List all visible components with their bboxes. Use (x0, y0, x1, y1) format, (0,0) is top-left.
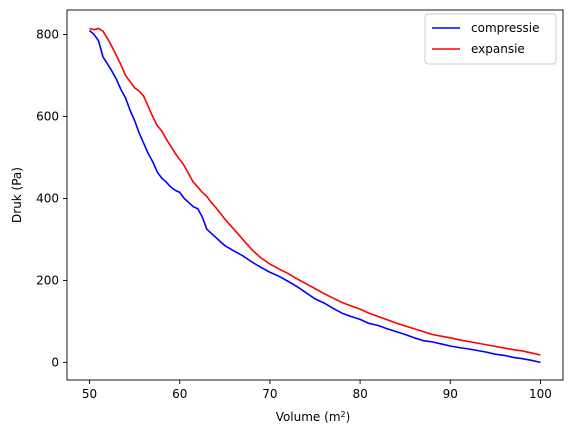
series-layer (89, 27, 541, 364)
legend-label-expansie: expansie (471, 42, 525, 56)
x-axis: 50 60 70 80 90 100 (82, 380, 552, 401)
x-tick-label: 90 (443, 387, 458, 401)
y-tick-label: 200 (36, 273, 59, 287)
y-tick-label: 0 (51, 355, 59, 369)
x-tick-label: 70 (262, 387, 277, 401)
legend-label-compressie: compressie (471, 21, 540, 35)
x-axis-label: Volume (m2) (276, 410, 351, 425)
x-tick-label: 80 (352, 387, 367, 401)
x-axis-label-end: ) (346, 410, 351, 424)
y-axis-label: Druk (Pa) (10, 167, 24, 223)
x-axis-label-superscript: 2 (341, 410, 346, 419)
plot-area (67, 10, 563, 380)
series-line-expansie (89, 27, 541, 356)
legend-box (424, 13, 557, 65)
y-tick-label: 400 (36, 191, 59, 205)
y-tick-label: 800 (36, 28, 59, 42)
x-tick-label: 100 (529, 387, 552, 401)
y-tick-label: 600 (36, 110, 59, 124)
x-tick-label: 50 (82, 387, 97, 401)
x-axis-label-main: Volume (m (276, 410, 341, 424)
x-tick-label: 60 (172, 387, 187, 401)
plot-frame (66, 9, 564, 381)
y-axis: 0 200 400 600 800 (36, 28, 67, 369)
legend: compressie expansie (424, 13, 557, 65)
series-line-compressie (89, 29, 541, 364)
